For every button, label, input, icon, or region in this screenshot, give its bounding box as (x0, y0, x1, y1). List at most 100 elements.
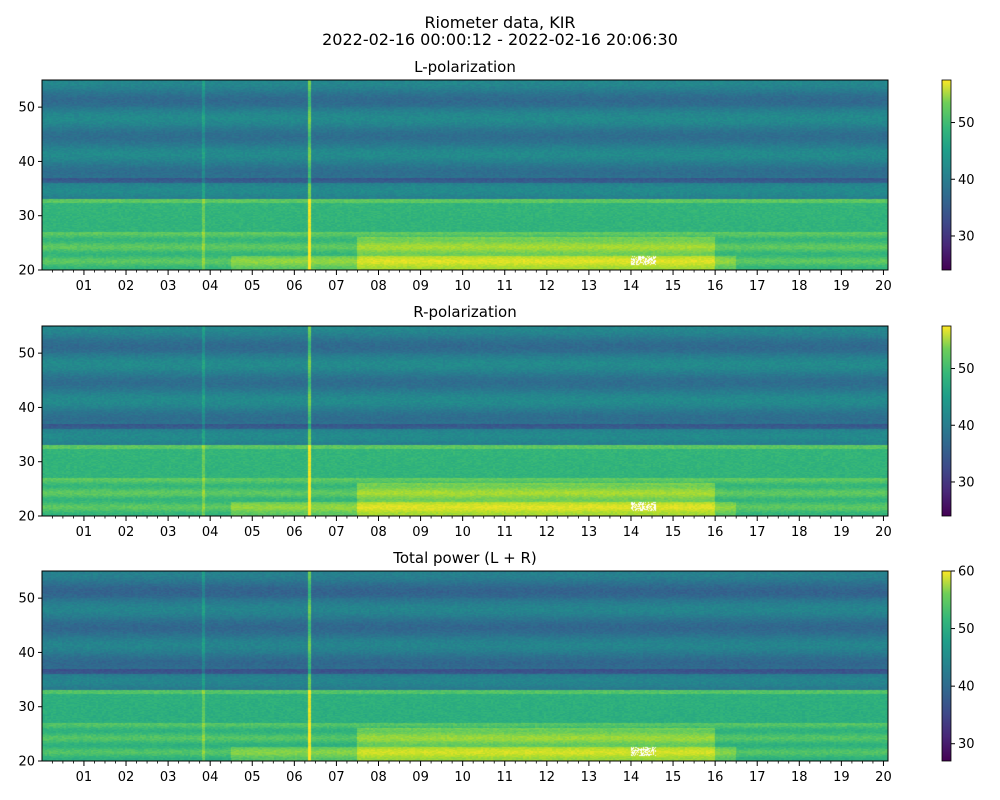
x-tick-label: 18 (791, 525, 808, 540)
colorbar: 30 40 50 60 (941, 565, 975, 762)
x-tick-label: 15 (665, 770, 682, 785)
colorbar-tick-label: 30 (958, 737, 975, 752)
x-tick-label: 18 (791, 279, 808, 294)
x-tick-label: 01 (76, 770, 93, 785)
x-tick-label: 16 (707, 525, 724, 540)
y-tick-label: 50 (18, 592, 35, 607)
heatmap-raster (42, 571, 888, 761)
colorbar-gradient (941, 79, 952, 271)
colorbar-tick-label: 40 (958, 419, 975, 434)
x-tick-label: 02 (118, 525, 135, 540)
y-tick-label: 30 (18, 209, 35, 224)
x-tick-label: 02 (118, 279, 135, 294)
y-tick-label: 40 (18, 401, 35, 416)
colorbar-tick-label: 50 (958, 622, 975, 637)
x-tick-label: 12 (539, 279, 556, 294)
x-tick-label: 06 (286, 770, 303, 785)
figure-title-line1: Riometer data, KIR (424, 13, 575, 32)
x-tick-label: 11 (496, 525, 513, 540)
x-tick-label: 14 (623, 279, 640, 294)
x-tick-label: 08 (370, 279, 387, 294)
axes-frame (41, 570, 889, 762)
x-tick-label: 13 (581, 279, 598, 294)
heatmap-panel-3: Total power (L + R) 20 30 40 50 01 02 03 04 05 06 0… (18, 549, 974, 785)
colorbar: 30 40 50 (941, 325, 975, 517)
panel-title: Total power (L + R) (392, 549, 537, 567)
x-tick-label: 12 (539, 525, 556, 540)
x-tick-label: 11 (496, 279, 513, 294)
x-tick-label: 04 (202, 525, 219, 540)
x-tick-label: 16 (707, 279, 724, 294)
x-tick-label: 12 (539, 770, 556, 785)
colorbar-tick-label: 50 (958, 116, 975, 131)
x-tick-label: 08 (370, 770, 387, 785)
panels: L-polarization 20 30 40 50 01 02 03 04 05 06 07 08 09… (18, 58, 974, 785)
x-tick-label: 19 (833, 279, 850, 294)
x-tick-label: 05 (244, 770, 261, 785)
x-tick-label: 13 (581, 525, 598, 540)
x-tick-label: 05 (244, 279, 261, 294)
heatmap-panel-2: R-polarization 20 30 40 50 01 02 03 04 05 06 07 08 09… (18, 303, 974, 540)
x-tick-label: 10 (454, 279, 471, 294)
x-tick-label: 04 (202, 770, 219, 785)
x-tick-label: 09 (412, 525, 429, 540)
axes-frame (41, 325, 889, 517)
y-tick-label: 50 (18, 347, 35, 362)
heatmap-raster (42, 80, 888, 270)
x-tick-label: 15 (665, 525, 682, 540)
axes-frame (41, 79, 889, 271)
x-tick-label: 01 (76, 525, 93, 540)
y-tick-label: 40 (18, 155, 35, 170)
colorbar: 30 40 50 (941, 79, 975, 271)
colorbar-gradient (941, 325, 952, 517)
x-tick-label: 10 (454, 525, 471, 540)
x-tick-label: 20 (875, 770, 892, 785)
x-tick-label: 06 (286, 525, 303, 540)
x-tick-label: 07 (328, 279, 345, 294)
colorbar-tick-label: 30 (958, 475, 975, 490)
x-tick-label: 03 (160, 279, 177, 294)
x-tick-label: 19 (833, 525, 850, 540)
x-tick-label: 05 (244, 525, 261, 540)
x-tick-label: 14 (623, 525, 640, 540)
x-tick-label: 10 (454, 770, 471, 785)
x-tick-label: 07 (328, 525, 345, 540)
heatmap-raster (42, 326, 888, 516)
x-tick-label: 09 (412, 279, 429, 294)
x-tick-label: 13 (581, 770, 598, 785)
y-tick-label: 20 (18, 510, 35, 525)
y-tick-label: 20 (18, 264, 35, 279)
x-tick-label: 18 (791, 770, 808, 785)
x-tick-label: 02 (118, 770, 135, 785)
x-tick-label: 03 (160, 770, 177, 785)
colorbar-tick-label: 30 (958, 229, 975, 244)
y-tick-label: 30 (18, 455, 35, 470)
colorbar-tick-label: 40 (958, 680, 975, 695)
panel-title: R-polarization (413, 303, 516, 321)
x-tick-label: 20 (875, 279, 892, 294)
x-tick-label: 04 (202, 279, 219, 294)
figure-title-line2: 2022-02-16 00:00:12 - 2022-02-16 20:06:3… (322, 30, 678, 49)
x-tick-label: 19 (833, 770, 850, 785)
x-tick-label: 17 (749, 770, 766, 785)
x-tick-label: 09 (412, 770, 429, 785)
x-tick-label: 16 (707, 770, 724, 785)
x-tick-label: 07 (328, 770, 345, 785)
colorbar-gradient (941, 570, 952, 762)
x-tick-label: 01 (76, 279, 93, 294)
x-tick-label: 06 (286, 279, 303, 294)
x-tick-label: 20 (875, 525, 892, 540)
x-tick-label: 08 (370, 525, 387, 540)
x-tick-label: 15 (665, 279, 682, 294)
y-tick-label: 30 (18, 700, 35, 715)
x-tick-label: 11 (496, 770, 513, 785)
y-tick-label: 50 (18, 101, 35, 116)
panel-title: L-polarization (414, 58, 516, 76)
x-tick-label: 17 (749, 279, 766, 294)
x-tick-label: 14 (623, 770, 640, 785)
colorbar-tick-label: 60 (958, 565, 975, 580)
y-tick-label: 40 (18, 646, 35, 661)
colorbar-tick-label: 40 (958, 173, 975, 188)
heatmap-panel-1: L-polarization 20 30 40 50 01 02 03 04 05 06 07 08 09… (18, 58, 974, 294)
